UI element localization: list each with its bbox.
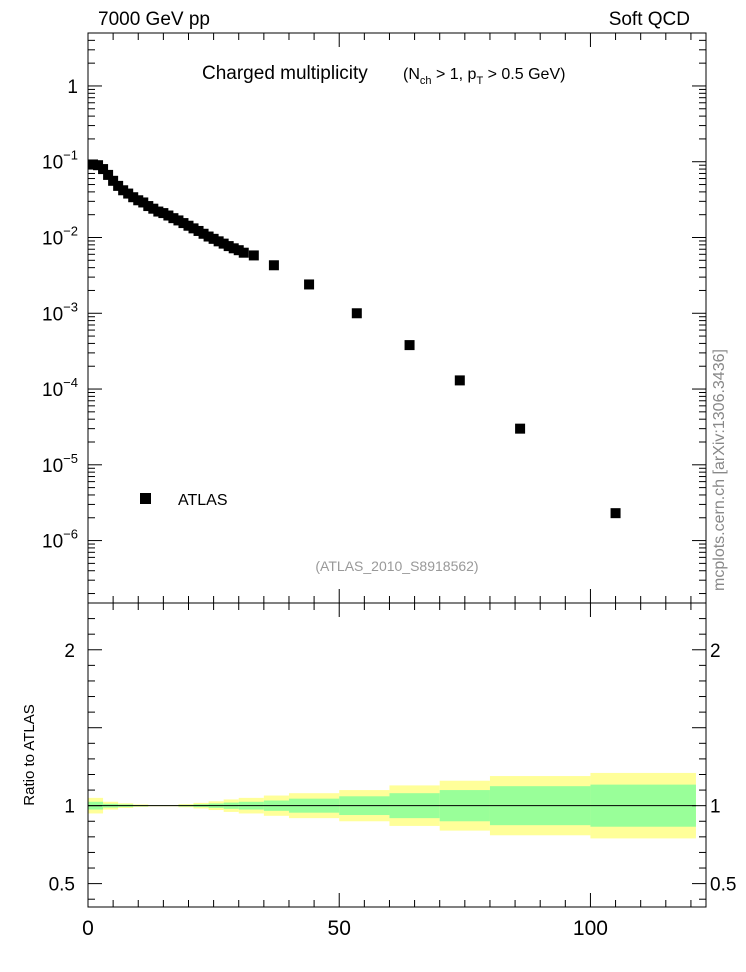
legend-marker [140, 493, 151, 504]
data-point [133, 195, 144, 206]
ratio-y-tick-label-left: 1 [64, 797, 75, 818]
data-point [98, 164, 109, 175]
tick-exponent: −4 [63, 375, 78, 390]
tick-exponent: −5 [63, 451, 78, 466]
data-point [203, 231, 214, 242]
data-point [123, 188, 134, 199]
cuts-open: (N [403, 66, 420, 83]
tick-base: 10 [42, 532, 63, 553]
main-y-tick-label: 10−6 [42, 527, 78, 553]
ratio-y-tick-label-left: 2 [64, 641, 75, 662]
header-left: 7000 GeV pp [98, 9, 210, 30]
data-point [163, 210, 174, 221]
data-point [515, 423, 526, 434]
data-point [198, 228, 209, 239]
ratio-ylabel: Ratio to ATLAS [21, 704, 38, 805]
cuts-nch-subscript: ch [420, 75, 432, 87]
data-point [610, 508, 621, 519]
tick-base: 10 [42, 304, 63, 325]
data-point [178, 218, 189, 229]
data-point [138, 197, 149, 208]
ratio-x-tick-labels: 0 50 100 [82, 917, 608, 940]
cuts-close: > 0.5 GeV) [483, 66, 565, 83]
data-point [228, 243, 239, 254]
legend-label: ATLAS [178, 492, 228, 509]
main-title-cuts: (Nch > 1, pT > 0.5 GeV) [403, 66, 565, 87]
main-y-tick-label: 10−4 [42, 375, 78, 401]
data-point [108, 175, 119, 186]
data-point [143, 201, 154, 212]
data-point [148, 203, 159, 214]
main-y-tick-label: 1 [67, 77, 78, 98]
data-point [454, 375, 465, 386]
ratio-y-tick-label-left: 0.5 [49, 875, 75, 896]
data-point [183, 220, 194, 231]
cuts-mid: > 1, p [432, 66, 477, 83]
data-point [351, 308, 362, 319]
tick-base: 10 [42, 228, 63, 249]
ratio-axis-ticks [87, 603, 706, 907]
data-point [103, 169, 114, 180]
main-y-tick-label: 10−1 [42, 148, 78, 174]
header-right: Soft QCD [609, 9, 690, 30]
data-point [173, 215, 184, 226]
data-point [208, 233, 219, 244]
data-point [168, 213, 179, 224]
data-point [153, 206, 164, 217]
main-axis-ticks [87, 32, 706, 603]
main-y-tick-label: 10−3 [42, 299, 78, 325]
data-point [93, 160, 104, 171]
data-point [118, 185, 129, 196]
ratio-y-tick-label-right: 1 [710, 797, 721, 818]
ratio-y-tick-label-right: 0.5 [710, 875, 736, 896]
cuts-pt-subscript: T [476, 75, 483, 87]
ratio-y-tick-label-right: 2 [710, 641, 721, 662]
main-title: Charged multiplicity [202, 63, 368, 84]
data-point [248, 250, 259, 261]
data-point [268, 260, 279, 271]
ratio-x-tick-label: 50 [328, 917, 351, 940]
data-point [88, 159, 99, 170]
ratio-plot-frame [87, 602, 707, 908]
data-point [128, 192, 139, 203]
data-point [238, 247, 249, 258]
data-point [193, 225, 204, 236]
data-point [223, 241, 234, 252]
tick-base: 10 [42, 153, 63, 174]
tick-exponent: −3 [63, 299, 78, 314]
data-point [304, 279, 315, 290]
ratio-x-tick-label: 0 [82, 917, 94, 940]
data-point [404, 340, 415, 351]
data-point [188, 223, 199, 234]
tick-exponent: −1 [63, 148, 78, 163]
data-point [113, 180, 124, 191]
data-point [218, 238, 229, 249]
side-label: mcplots.cern.ch [arXiv:1306.3436] [711, 349, 728, 591]
data-point [233, 245, 244, 256]
ratio-y-tick-labels: 2 2 1 1 0.5 0.5 [49, 641, 737, 896]
data-point [158, 208, 169, 219]
main-y-tick-labels: 110−110−210−310−410−510−6 [42, 77, 78, 553]
tick-base: 10 [42, 456, 63, 477]
data-point [213, 236, 224, 247]
main-y-tick-label: 10−2 [42, 223, 78, 249]
tick-exponent: −2 [63, 223, 78, 238]
analysis-id: (ATLAS_2010_S8918562) [315, 558, 478, 574]
ratio-x-tick-label: 100 [573, 917, 608, 940]
tick-exponent: −6 [63, 527, 78, 542]
main-y-tick-label: 10−5 [42, 451, 78, 477]
tick-base: 10 [42, 380, 63, 401]
main-data-points [88, 159, 621, 519]
